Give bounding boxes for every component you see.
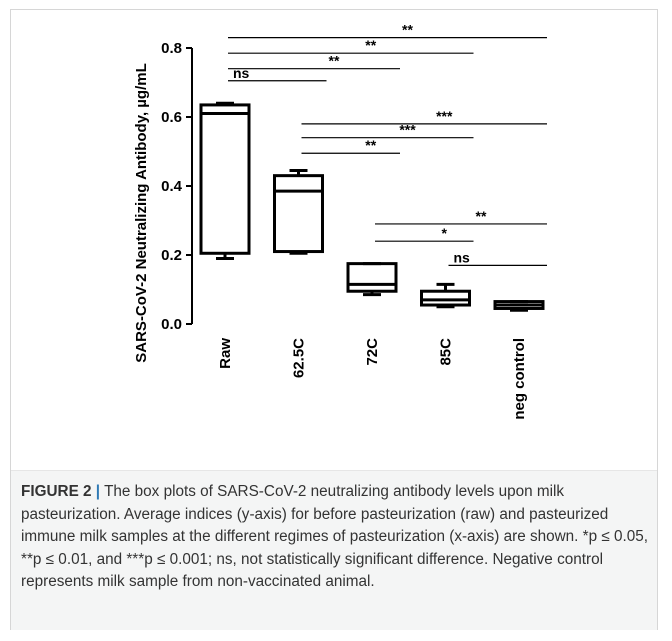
significance-bracket: *** (301, 122, 474, 139)
significance-label: ** (365, 137, 376, 153)
significance-bracket: ns (228, 65, 327, 82)
significance-bracket: ** (228, 22, 547, 39)
y-tick-label: 0.2 (161, 247, 182, 264)
box-iqr (199, 103, 251, 255)
significance-label: ** (365, 37, 376, 53)
significance-bracket: ** (301, 137, 400, 154)
box-plot-item (346, 262, 398, 297)
significance-bracket: ** (375, 208, 547, 225)
box-plot-chart: 0.0 0.2 0.4 0.6 0.8 Raw 62.5C 72C 85C neg control… (133, 22, 547, 420)
box-plot-item (273, 168, 324, 255)
x-tick-label: 62.5C (291, 338, 308, 378)
caption-separator: | (95, 483, 101, 500)
caption-label: FIGURE 2 (21, 483, 92, 500)
significance-label: *** (436, 108, 453, 124)
chart-boxes (199, 101, 545, 312)
significance-bracket: ns (448, 249, 547, 266)
significance-label: ** (476, 208, 487, 224)
significance-bracket: ** (228, 37, 474, 54)
significance-label: ** (329, 53, 340, 69)
caption-box: FIGURE 2 | The box plots of SARS-CoV-2 n… (11, 470, 657, 630)
y-axis-label: SARS-CoV-2 Neutralizing Antibody, µg/mL (133, 63, 150, 362)
significance-label: ns (233, 65, 250, 81)
box-plot-item (493, 300, 545, 312)
significance-label: ** (402, 22, 413, 38)
significance-label: ns (454, 249, 471, 265)
significance-bracket: * (375, 225, 474, 242)
significance-label: * (442, 225, 448, 241)
x-tick-label: 85C (438, 338, 455, 366)
y-tick-label: 0.8 (161, 40, 182, 57)
box-iqr (273, 174, 324, 254)
box-plot-item (420, 282, 471, 309)
significance-brackets: ******ns***********ns (228, 22, 547, 266)
chart-axes: 0.0 0.2 0.4 0.6 0.8 Raw 62.5C 72C 85C neg control (161, 40, 528, 420)
significance-label: *** (399, 122, 416, 138)
caption-text: The box plots of SARS-CoV-2 neutralizing… (21, 483, 649, 591)
figure-frame: 0.0 0.2 0.4 0.6 0.8 Raw 62.5C 72C 85C neg control… (10, 9, 658, 630)
x-tick-label: Raw (217, 338, 234, 369)
significance-bracket: *** (301, 108, 547, 125)
y-tick-label: 0.4 (161, 178, 183, 195)
y-tick-label: 0.6 (161, 109, 182, 126)
figure-caption: FIGURE 2 | The box plots of SARS-CoV-2 n… (21, 481, 651, 594)
box-iqr (346, 262, 398, 293)
x-tick-label: neg control (511, 338, 528, 420)
box-plot-item (199, 101, 251, 260)
x-tick-label: 72C (364, 338, 381, 366)
y-tick-label: 0.0 (161, 316, 182, 333)
box-iqr (420, 289, 471, 307)
significance-bracket: ** (228, 53, 400, 70)
